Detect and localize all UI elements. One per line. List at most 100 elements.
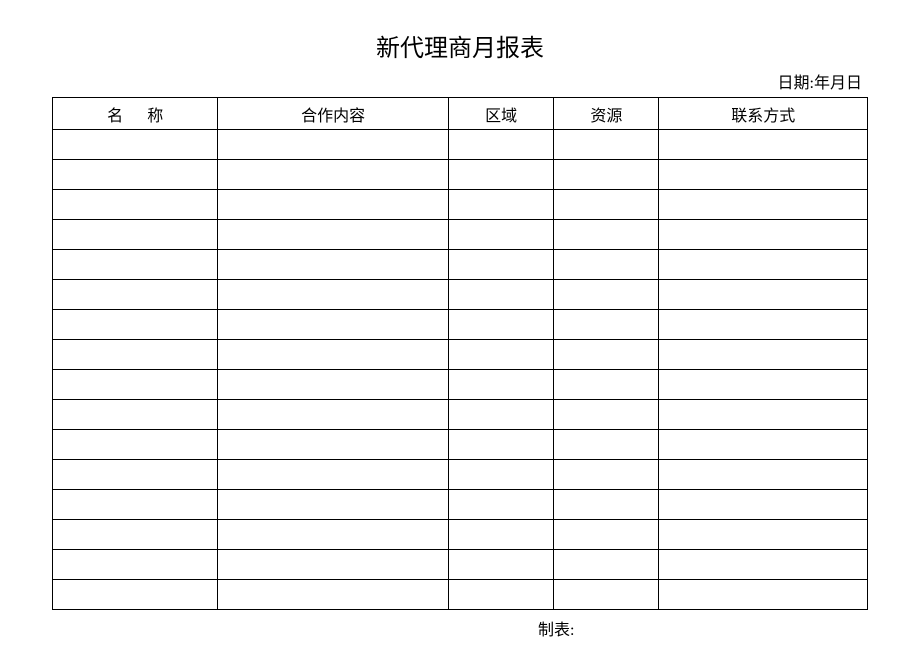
table-cell [218,400,449,430]
header-name: 名 称 [53,98,218,130]
table-cell [554,370,659,400]
table-cell [554,160,659,190]
table-row [53,400,868,430]
table-cell [448,250,553,280]
table-row [53,160,868,190]
table-cell [554,580,659,610]
table-cell [218,460,449,490]
table-cell [659,280,868,310]
report-table: 名 称 合作内容 区域 资源 联系方式 [52,97,868,610]
table-cell [659,550,868,580]
table-cell [448,490,553,520]
table-cell [218,190,449,220]
table-cell [659,220,868,250]
table-cell [218,310,449,340]
table-cell [659,160,868,190]
table-cell [554,190,659,220]
table-cell [218,160,449,190]
page-title: 新代理商月报表 [0,0,920,69]
table-cell [659,430,868,460]
table-cell [448,550,553,580]
header-name-a: 名 [107,108,123,125]
table-cell [659,520,868,550]
table-row [53,310,868,340]
table-cell [53,460,218,490]
header-content: 合作内容 [218,98,449,130]
table-cell [218,550,449,580]
table-cell [53,580,218,610]
table-cell [53,130,218,160]
table-cell [554,490,659,520]
table-cell [53,370,218,400]
table-cell [554,220,659,250]
table-cell [659,580,868,610]
table-cell [53,520,218,550]
table-cell [448,520,553,550]
table-cell [218,130,449,160]
table-cell [218,580,449,610]
table-cell [53,160,218,190]
table-header-row: 名 称 合作内容 区域 资源 联系方式 [53,98,868,130]
table-cell [218,340,449,370]
table-cell [53,340,218,370]
table-cell [554,460,659,490]
table-cell [659,400,868,430]
header-region: 区域 [448,98,553,130]
table-cell [554,130,659,160]
table-cell [448,280,553,310]
table-cell [218,520,449,550]
table-cell [53,250,218,280]
table-cell [448,190,553,220]
table-row [53,220,868,250]
table-cell [554,280,659,310]
table-row [53,520,868,550]
table-cell [659,490,868,520]
footer-label: 制表: [0,610,920,640]
table-cell [659,340,868,370]
table-cell [659,460,868,490]
table-body [53,130,868,610]
table-cell [218,220,449,250]
table-cell [554,520,659,550]
table-row [53,250,868,280]
header-resource: 资源 [554,98,659,130]
table-cell [659,250,868,280]
table-row [53,550,868,580]
table-row [53,460,868,490]
table-cell [448,580,553,610]
table-cell [554,340,659,370]
table-cell [218,280,449,310]
table-cell [659,190,868,220]
table-row [53,190,868,220]
table-cell [218,430,449,460]
table-cell [448,430,553,460]
table-cell [554,310,659,340]
table-cell [554,430,659,460]
table-row [53,280,868,310]
table-row [53,430,868,460]
table-row [53,130,868,160]
header-contact: 联系方式 [659,98,868,130]
table-cell [659,370,868,400]
header-name-b: 称 [147,108,163,125]
table-cell [659,310,868,340]
table-cell [554,400,659,430]
table-cell [53,430,218,460]
table-cell [554,250,659,280]
table-cell [659,130,868,160]
table-row [53,370,868,400]
table-cell [448,160,553,190]
table-cell [448,460,553,490]
table-cell [218,490,449,520]
table-cell [53,280,218,310]
table-cell [448,370,553,400]
table-row [53,340,868,370]
table-cell [448,130,553,160]
table-cell [448,310,553,340]
table-cell [53,190,218,220]
table-row [53,490,868,520]
table-cell [53,550,218,580]
date-label: 日期:年月日 [0,69,920,97]
table-cell [448,340,553,370]
table-cell [448,220,553,250]
